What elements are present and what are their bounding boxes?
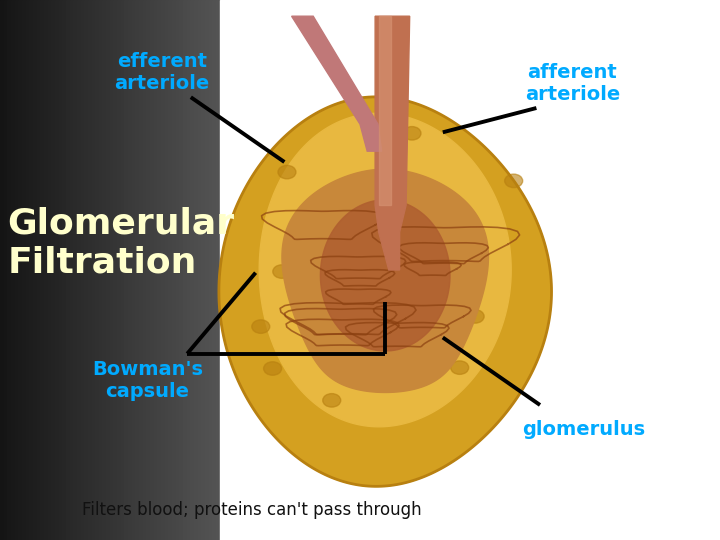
Bar [209,0,212,540]
Text: Glomerular
Filtration: Glomerular Filtration [7,206,234,280]
Bar [114,0,117,540]
Bar [146,0,150,540]
Polygon shape [292,16,382,151]
Bar [55,0,58,540]
Bar [66,0,70,540]
Bar [161,0,165,540]
Bar [84,0,88,540]
Ellipse shape [278,165,296,179]
Bar [135,0,139,540]
Bar [172,0,176,540]
Polygon shape [379,16,391,205]
Text: Filters blood; proteins can't pass through: Filters blood; proteins can't pass throu… [82,501,422,519]
Bar [30,0,33,540]
Ellipse shape [252,320,270,333]
Bar [158,0,161,540]
Polygon shape [320,200,450,351]
Bar [18,0,22,540]
Polygon shape [375,16,410,270]
Bar [190,0,194,540]
Ellipse shape [273,265,291,278]
Bar [73,0,77,540]
Bar [11,0,14,540]
Bar [150,0,154,540]
Bar [186,0,190,540]
Bar [165,0,168,540]
Text: Bowman's
capsule: Bowman's capsule [92,360,203,401]
Bar [216,0,220,540]
Polygon shape [219,97,552,487]
Bar [212,0,216,540]
Bar [81,0,84,540]
Bar [95,0,99,540]
Bar [7,0,11,540]
Bar [143,0,146,540]
Ellipse shape [403,126,421,140]
Bar [0,0,4,540]
Bar [99,0,102,540]
Bar [202,0,205,540]
Bar [194,0,197,540]
Bar [40,0,44,540]
Bar [26,0,30,540]
Bar [37,0,40,540]
Bar [22,0,26,540]
Text: afferent
arteriole: afferent arteriole [525,63,620,104]
Bar [48,0,51,540]
Ellipse shape [466,309,484,323]
Bar [179,0,183,540]
Text: efferent
arteriole: efferent arteriole [114,52,210,93]
Bar [88,0,91,540]
Ellipse shape [264,362,282,375]
Ellipse shape [505,174,523,187]
Bar [51,0,55,540]
Ellipse shape [451,361,469,374]
Bar [77,0,81,540]
Bar [102,0,106,540]
Bar [197,0,202,540]
Bar [70,0,73,540]
Ellipse shape [323,394,341,407]
Bar [14,0,18,540]
Bar [33,0,37,540]
Bar [117,0,121,540]
Polygon shape [259,113,511,427]
Bar [205,0,209,540]
Bar [4,0,7,540]
Bar [121,0,125,540]
Bar [176,0,179,540]
Bar [109,0,114,540]
Bar [44,0,48,540]
Bar [62,0,66,540]
Bar [125,0,128,540]
Text: glomerulus: glomerulus [521,420,645,439]
Bar [220,0,720,540]
Bar [128,0,132,540]
Bar [154,0,158,540]
Bar [183,0,186,540]
Bar [132,0,135,540]
Bar [168,0,172,540]
Polygon shape [282,169,488,393]
Bar [58,0,62,540]
Bar [91,0,95,540]
Bar [139,0,143,540]
Bar [106,0,109,540]
